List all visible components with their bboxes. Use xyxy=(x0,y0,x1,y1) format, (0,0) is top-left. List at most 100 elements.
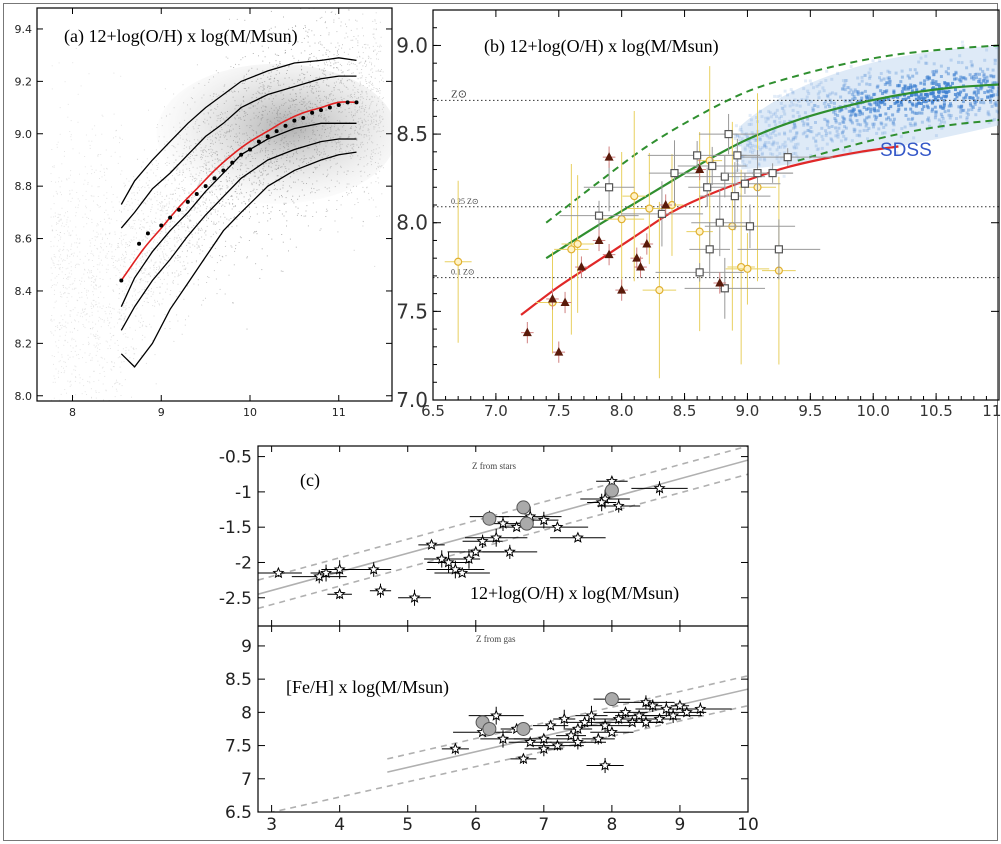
sdss-cell xyxy=(819,81,823,85)
sdss-cell xyxy=(869,110,873,114)
panel-a-galaxy-point xyxy=(165,205,167,207)
panel-a-galaxy-point xyxy=(350,93,352,95)
panel-a-galaxy-point xyxy=(75,206,77,208)
panel-a-galaxy-point xyxy=(174,236,176,238)
panel-a-galaxy-point xyxy=(362,46,364,48)
panel-a-galaxy-point xyxy=(351,147,353,149)
panel-a-galaxy-point xyxy=(66,392,67,394)
panel-a-galaxy-point xyxy=(211,256,213,258)
panel-a-galaxy-point xyxy=(302,131,304,133)
panel-a-galaxy-point xyxy=(263,182,264,184)
panel-a-galaxy-point xyxy=(312,133,314,135)
panel-a-galaxy-point xyxy=(186,244,188,246)
sdss-cell xyxy=(842,134,846,138)
sdss-cell xyxy=(852,90,855,94)
panel-a-galaxy-point xyxy=(290,48,292,50)
panel-a-galaxy-point xyxy=(187,126,189,128)
panel-a-galaxy-point xyxy=(281,213,283,215)
panel-a-galaxy-point xyxy=(130,226,132,228)
sdss-cell xyxy=(842,120,846,124)
sdss-cell xyxy=(812,104,816,107)
panel-a-galaxy-point xyxy=(376,131,378,133)
panel-a-galaxy-point xyxy=(166,115,167,117)
panel-a-galaxy-point xyxy=(178,275,180,276)
sdss-cell xyxy=(815,84,819,88)
panel-a-galaxy-point xyxy=(338,48,340,50)
panel-a-galaxy-point xyxy=(121,259,123,261)
panel-a-galaxy-point xyxy=(189,220,191,222)
panel-a-galaxy-point xyxy=(201,97,203,99)
panel-a-galaxy-point xyxy=(288,107,290,109)
panel-a-galaxy-point xyxy=(176,187,178,189)
panel-a-galaxy-point xyxy=(54,381,56,383)
panel-a-galaxy-point xyxy=(301,72,303,74)
panel-a-galaxy-point xyxy=(321,135,323,137)
panel-a-galaxy-point xyxy=(316,20,318,22)
panel-a-galaxy-point xyxy=(89,315,91,317)
panel-a-galaxy-point xyxy=(348,19,350,21)
panel-a-galaxy-point xyxy=(231,182,233,184)
panel-a-galaxy-point xyxy=(165,210,167,211)
panel-a-galaxy-point xyxy=(379,46,380,48)
sdss-cell xyxy=(806,117,810,121)
panel-a-median-point xyxy=(345,100,350,105)
panel-a-galaxy-point xyxy=(277,82,279,84)
panel-a-galaxy-point xyxy=(341,133,343,135)
panel-a-galaxy-point xyxy=(264,109,266,111)
panel-a-galaxy-point xyxy=(189,220,191,222)
sdss-cell xyxy=(791,126,795,130)
sdss-cell xyxy=(852,94,856,98)
panel-a-galaxy-point xyxy=(329,132,331,134)
panel-a-galaxy-point xyxy=(263,88,265,90)
sdss-cell xyxy=(852,130,856,134)
panel-a-ytick-label: 9.0 xyxy=(15,128,33,141)
panel-a-galaxy-point xyxy=(347,170,349,172)
panel-a-galaxy-point xyxy=(58,322,60,324)
panel-a-galaxy-point xyxy=(213,270,215,272)
panel-a-galaxy-point xyxy=(192,126,194,128)
sdss-cell xyxy=(833,112,837,116)
panel-a-galaxy-point xyxy=(159,262,161,264)
panel-a-galaxy-point xyxy=(67,341,69,343)
panel-a-galaxy-point xyxy=(300,88,302,90)
panel-a-galaxy-point xyxy=(129,185,131,187)
panel-a-galaxy-point xyxy=(193,87,195,89)
panel-a-galaxy-point xyxy=(357,121,359,123)
sdss-cell xyxy=(958,93,962,97)
panel-a-galaxy-point xyxy=(239,145,241,147)
sdss-cell xyxy=(772,129,775,133)
panel-a-galaxy-point xyxy=(54,215,56,217)
panel-a-galaxy-point xyxy=(320,43,322,45)
panel-a-galaxy-point xyxy=(125,336,127,338)
panel-a-galaxy-point xyxy=(257,139,259,141)
sdss-cell xyxy=(791,103,795,107)
panel-a-galaxy-point xyxy=(182,171,184,173)
panel-a-galaxy-point xyxy=(91,308,93,309)
panel-a-galaxy-point xyxy=(240,59,242,61)
panel-a-galaxy-point xyxy=(342,1,343,2)
panel-a-median-point xyxy=(310,110,315,115)
panel-a-galaxy-point xyxy=(181,250,183,252)
panel-a-galaxy-point xyxy=(326,102,328,104)
panel-a-galaxy-point xyxy=(107,269,109,271)
panel-a-galaxy-point xyxy=(54,474,55,475)
sdss-cell xyxy=(841,79,845,83)
panel-a-galaxy-point xyxy=(160,179,162,180)
panel-a-galaxy-point xyxy=(171,272,173,274)
panel-a-galaxy-point xyxy=(142,213,144,215)
panel-a-galaxy-point xyxy=(256,152,258,154)
panel-a-galaxy-point xyxy=(353,145,355,147)
panel-a-galaxy-point xyxy=(99,178,100,179)
panel-a-galaxy-point xyxy=(182,169,184,171)
panel-a-galaxy-point xyxy=(92,406,93,407)
panel-a-galaxy-point xyxy=(50,241,52,242)
sdss-cell xyxy=(748,138,752,142)
panel-a-galaxy-point xyxy=(240,117,241,119)
panel-a-galaxy-point xyxy=(350,128,352,129)
panel-a-galaxy-point xyxy=(269,111,270,113)
panel-a-galaxy-point xyxy=(303,160,305,162)
panel-a-galaxy-point xyxy=(116,390,118,392)
panel-a-galaxy-point xyxy=(166,236,168,237)
sdss-cell xyxy=(949,84,953,88)
panel-a-galaxy-point xyxy=(297,81,299,83)
